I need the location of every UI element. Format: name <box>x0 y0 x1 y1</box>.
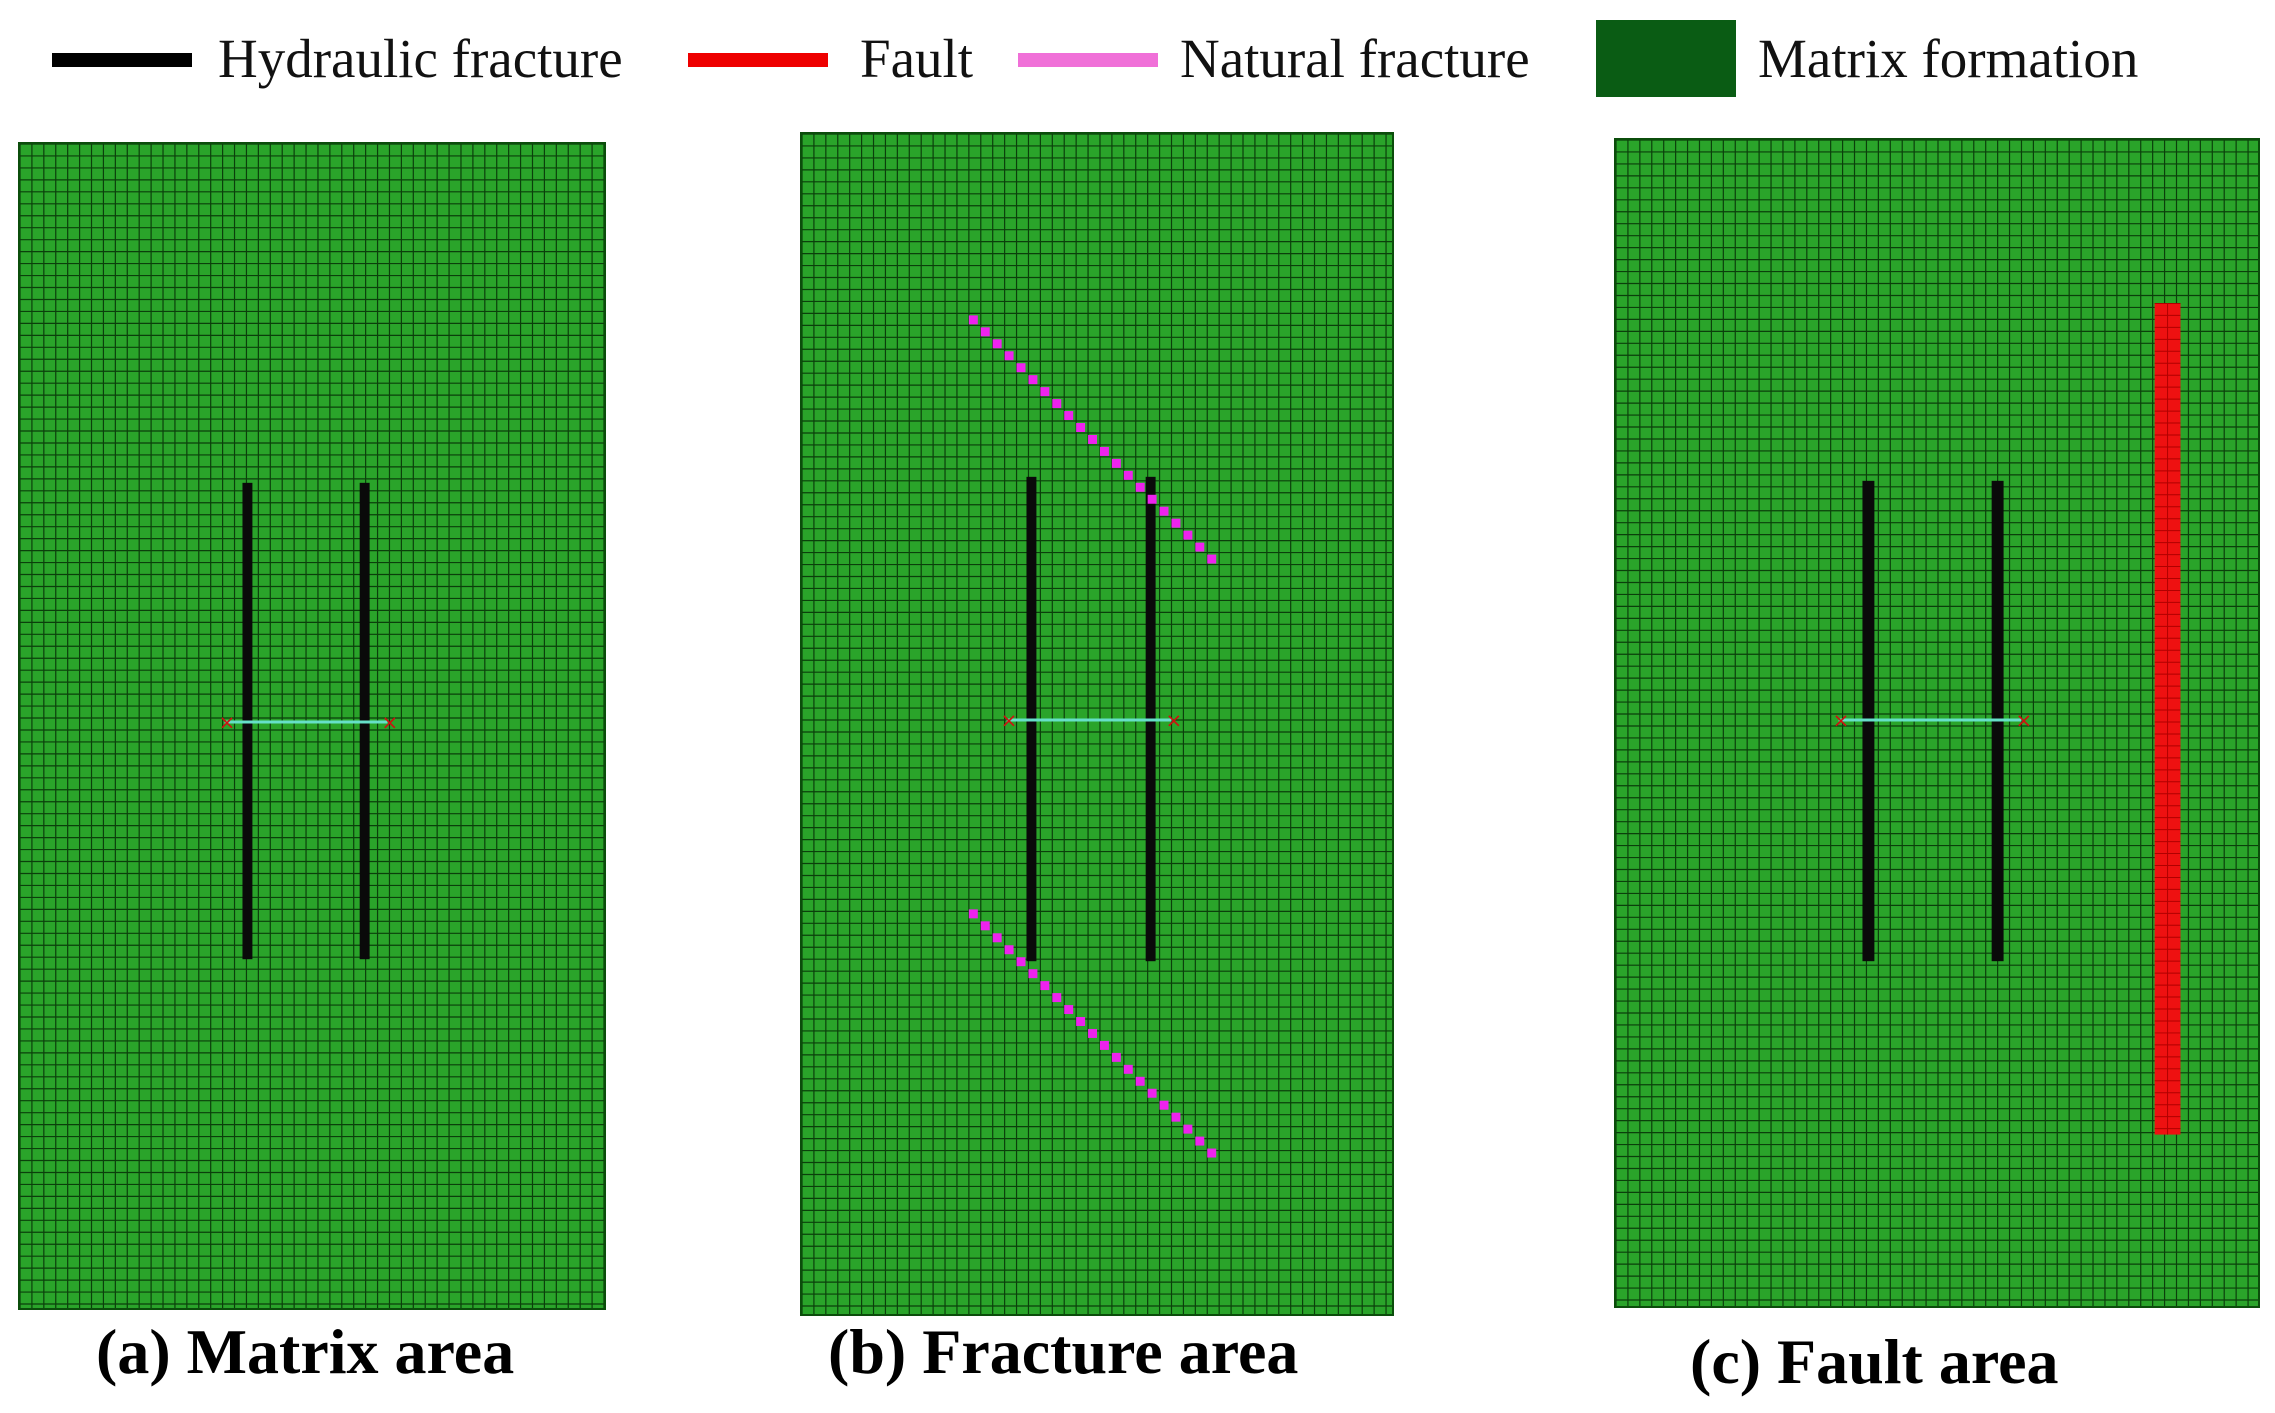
natural-fracture-cell <box>1147 494 1157 504</box>
grid-fracture-area: × × <box>802 134 1392 1314</box>
legend-swatch-matrix-formation <box>1596 20 1736 97</box>
natural-fracture-cell <box>1088 1028 1097 1038</box>
well-marker-left: × <box>1001 709 1018 732</box>
grid-matrix-area: × × <box>20 144 604 1308</box>
natural-fracture-cell <box>1004 945 1014 955</box>
natural-fracture-cell <box>1135 1076 1145 1086</box>
legend-label-hydraulic-fracture: Hydraulic fracture <box>218 28 623 89</box>
panel-fracture-area: × × <box>800 132 1394 1316</box>
natural-fracture-cell <box>1171 518 1181 528</box>
panel-fault-area: × × <box>1614 138 2260 1308</box>
natural-fracture-cell <box>1159 506 1169 516</box>
natural-fracture-cell <box>1016 957 1026 967</box>
caption-fault-area: (c) Fault area <box>1690 1326 2059 1397</box>
grid-lines <box>1616 140 2258 1306</box>
natural-fracture-cell <box>1040 387 1050 397</box>
natural-fracture-upper <box>968 315 1217 564</box>
legend-swatch-hydraulic-fracture <box>52 53 192 67</box>
natural-fracture-cell <box>1028 969 1038 979</box>
legend-label-matrix-formation: Matrix formation <box>1758 28 2139 89</box>
natural-fracture-cell <box>1207 1148 1217 1158</box>
natural-fracture-cell <box>1064 1005 1074 1015</box>
legend-label-natural-fracture: Natural fracture <box>1180 28 1530 89</box>
caption-matrix-area: (a) Matrix area <box>96 1316 515 1387</box>
natural-fracture-cell <box>1111 458 1121 468</box>
natural-fracture-cell <box>1123 1064 1133 1074</box>
natural-fracture-cell <box>968 909 978 919</box>
natural-fracture-cell <box>1099 446 1109 456</box>
natural-fracture-cell <box>992 933 1002 943</box>
natural-fracture-lower <box>968 909 1217 1158</box>
natural-fracture-cell <box>968 315 978 325</box>
natural-fracture-cell <box>1135 482 1145 492</box>
fault-grid-lines <box>2154 302 2181 1135</box>
natural-fracture-cell <box>1111 1052 1121 1062</box>
natural-fracture-cell <box>1099 1040 1109 1050</box>
natural-fracture-cell <box>1195 1136 1205 1146</box>
grid-fault-area: × × <box>1616 140 2258 1306</box>
natural-fracture-cell <box>1123 470 1133 480</box>
natural-fracture-cell <box>1052 399 1062 409</box>
panel-matrix-area: × × <box>18 142 606 1310</box>
legend-label-fault: Fault <box>860 28 974 89</box>
caption-fracture-area: (b) Fracture area <box>828 1316 1299 1387</box>
natural-fracture-cell <box>1159 1100 1169 1110</box>
natural-fracture-cell <box>992 339 1002 349</box>
natural-fracture-cell <box>1040 981 1050 991</box>
legend-swatch-fault <box>688 53 828 67</box>
well-marker-right: × <box>382 711 399 734</box>
natural-fracture-cell <box>1195 542 1205 552</box>
natural-fracture-cell <box>1171 1112 1181 1122</box>
grid-lines <box>20 144 604 1308</box>
natural-fracture-cell <box>1183 1124 1193 1134</box>
natural-fracture-cell <box>980 327 990 337</box>
natural-fracture-cell <box>1207 554 1217 564</box>
natural-fracture-cell <box>1183 530 1193 540</box>
well-marker-right: × <box>2016 709 2033 732</box>
natural-fracture-cell <box>1076 1017 1086 1026</box>
natural-fracture-cell <box>1004 351 1014 361</box>
natural-fracture-cell <box>1076 423 1086 432</box>
natural-fracture-cell <box>1147 1088 1157 1098</box>
natural-fracture-cell <box>1028 375 1038 385</box>
natural-fracture-cell <box>980 921 990 931</box>
well-marker-left: × <box>1833 709 1850 732</box>
natural-fracture-cell <box>1016 363 1026 373</box>
legend: Hydraulic fracture Fault Natural fractur… <box>0 0 2275 120</box>
legend-swatch-natural-fracture <box>1018 53 1158 67</box>
natural-fracture-cell <box>1052 993 1062 1003</box>
well-marker-left: × <box>219 711 236 734</box>
natural-fracture-cell <box>1088 434 1097 444</box>
well-marker-right: × <box>1166 709 1183 732</box>
natural-fracture-cell <box>1064 411 1074 421</box>
